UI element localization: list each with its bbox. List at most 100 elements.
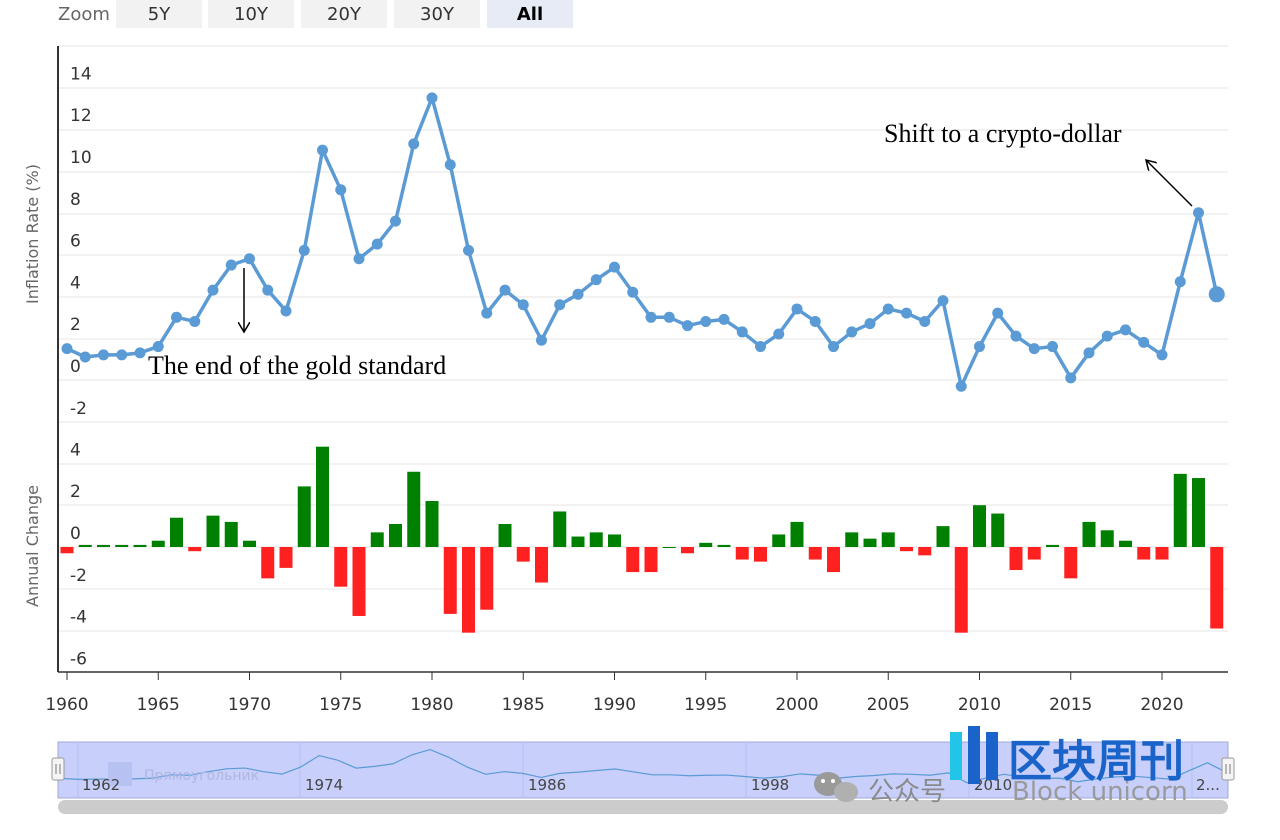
navigator-label-1998: 1998: [751, 776, 789, 794]
navigator-line: [59, 748, 1227, 784]
x-tick-label: 1990: [593, 695, 636, 715]
change-bar-2010: [973, 505, 986, 547]
inflation-point-2018: [1120, 324, 1131, 336]
change-bar-1961: [78, 544, 92, 547]
top-y-axis-title: Inflation Rate (%): [23, 164, 42, 304]
crypto-dollar-annotation: Shift to a crypto-dollar: [884, 119, 1122, 148]
inflation-point-1967: [189, 315, 201, 327]
inflation-point-1977: [371, 238, 383, 250]
change-bar-1971: [261, 547, 275, 579]
change-bar-1983: [480, 547, 494, 610]
change-bar-1977: [370, 532, 384, 547]
inflation-points: [61, 92, 1225, 392]
change-bar-2020: [1155, 547, 1169, 560]
top-y-tick-label: 12: [70, 106, 92, 126]
inflation-point-1968: [207, 284, 219, 296]
change-bar-1975: [334, 547, 348, 587]
top-y-tick-label: 6: [70, 232, 81, 252]
inflation-point-1978: [390, 215, 401, 227]
change-bar-2004: [863, 538, 877, 547]
change-bar-1996: [717, 544, 731, 547]
zoom-30y-button[interactable]: 30Y: [394, 0, 480, 28]
navigator-left-handle[interactable]: [51, 757, 65, 781]
inflation-point-2011: [992, 307, 1004, 319]
inflation-point-1991: [627, 286, 639, 298]
inflation-point-2021: [1174, 276, 1186, 288]
zoom-20y-button[interactable]: 20Y: [301, 0, 387, 28]
zoom-all-button[interactable]: All: [487, 0, 573, 28]
change-bar-1967: [188, 547, 202, 552]
change-bar-2009: [954, 547, 968, 633]
change-bar-2007: [918, 547, 932, 556]
x-tick-label: 1975: [319, 695, 362, 715]
inflation-point-1963: [116, 349, 128, 361]
change-bar-2014: [1046, 544, 1059, 547]
change-bar-1987: [553, 511, 567, 547]
inflation-point-1970: [244, 253, 255, 265]
change-bar-2006: [900, 547, 913, 552]
navigator-label-1962: 1962: [82, 776, 120, 794]
zoom-5y-button[interactable]: 5Y: [116, 0, 202, 28]
change-bar-1969: [224, 521, 238, 547]
change-bar-2005: [881, 532, 895, 547]
inflation-point-2014: [1047, 341, 1058, 353]
navigator-faded-box: [108, 762, 132, 786]
scrollbar[interactable]: [58, 800, 1228, 814]
bottom-y-tick-label: -6: [70, 649, 87, 669]
navigator[interactable]: Прямоугольник 1962 1974 1986 1998 2010 2…: [51, 741, 1235, 799]
inflation-point-2008: [937, 295, 949, 307]
inflation-point-2016: [1083, 347, 1095, 359]
change-bar-2012: [1009, 547, 1023, 570]
brand-logo-icon: [950, 726, 998, 784]
change-bar-1968: [206, 515, 220, 547]
inflation-point-1975: [335, 184, 347, 196]
bottom-y-axis-title: Annual Change: [23, 485, 42, 607]
zoom-10y-button[interactable]: 10Y: [208, 0, 294, 28]
change-bar-2003: [845, 532, 859, 547]
brand-name: 区块周刊: [1008, 736, 1184, 787]
x-ticks: 1960 1965 1970 1975 1980 1985 1990 1995 2000 2005…: [45, 672, 1184, 715]
navigator-right-handle[interactable]: [1221, 757, 1235, 781]
inflation-point-2017: [1101, 330, 1113, 342]
watermark: 公众号 Block unicorn 区块周刊: [814, 726, 1188, 807]
change-bar-2023: [1210, 547, 1224, 629]
x-tick-label: 1965: [137, 695, 180, 715]
inflation-point-1995: [700, 315, 712, 327]
change-bar-1994: [681, 547, 694, 554]
inflation-point-1990: [609, 261, 620, 273]
inflation-point-2012: [1010, 330, 1022, 342]
inflation-point-1984: [499, 284, 511, 296]
crypto-dollar-arrow: [1146, 160, 1193, 207]
inflation-point-2001: [809, 315, 821, 327]
top-y-tick-label: 2: [70, 315, 81, 335]
gold-standard-annotation: The end of the gold standard: [148, 351, 446, 380]
top-y-tick-label: 0: [70, 357, 81, 377]
inflation-point-2019: [1138, 336, 1150, 348]
inflation-line: [66, 96, 1219, 389]
change-bar-1992: [644, 547, 658, 573]
top-y-tick-label: 4: [70, 273, 81, 293]
inflation-point-1976: [353, 253, 365, 265]
inflation-point-2022: [1193, 207, 1204, 219]
inflation-point-2013: [1028, 343, 1040, 355]
x-tick-label: 2020: [1140, 695, 1183, 715]
inflation-point-1980: [426, 92, 438, 104]
inflation-point-1983: [481, 307, 493, 319]
change-bar-2016: [1082, 521, 1096, 547]
bottom-y-tick-label: 2: [70, 482, 81, 502]
watermark-wechat-text: 公众号: [868, 777, 946, 807]
change-bar-1991: [626, 547, 640, 573]
bottom-y-tick-label: -4: [70, 608, 87, 628]
inflation-point-1973: [298, 244, 310, 256]
inflation-point-1997: [736, 326, 748, 338]
change-bar-1974: [316, 446, 329, 547]
change-bar-1980: [425, 501, 439, 547]
watermark-english-text: Block unicorn: [1012, 777, 1188, 807]
x-tick-label: 1985: [502, 695, 545, 715]
bottom-y-ticks: 4 2 0 -2 -4 -6: [70, 440, 87, 669]
inflation-point-2015: [1065, 372, 1077, 384]
top-y-tick-label: 8: [70, 190, 81, 210]
top-y-ticks: 14 12 10 8 6 4 2 0 -2: [70, 64, 92, 418]
inflation-point-2005: [882, 303, 894, 315]
